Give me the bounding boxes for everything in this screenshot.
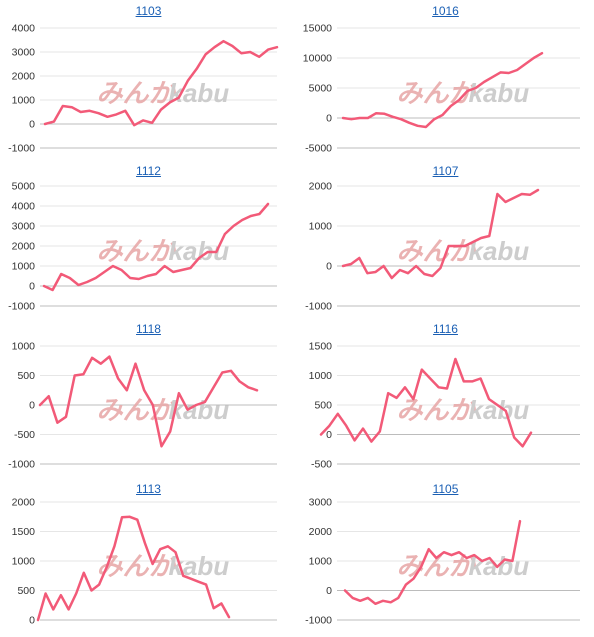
svg-text:kabu: kabu (169, 78, 230, 108)
chart-panel-1118: 1118 -1000 -500 0 500 1000 みんか kabu (0, 318, 297, 477)
y-tick-label: 1000 (309, 370, 333, 382)
series-line (36, 515, 231, 622)
y-tick-label: 15000 (303, 23, 332, 35)
y-tick-label: -1000 (8, 459, 35, 471)
y-tick-label: -500 (14, 429, 35, 441)
y-tick-label: 5000 (309, 83, 333, 95)
y-tick-label: -1000 (305, 301, 332, 313)
chart-panel-1105: 1105 -1000 0 1000 2000 3000 みんか kabu (297, 478, 594, 637)
y-tick-label: -5000 (305, 143, 332, 155)
svg-text:kabu: kabu (469, 236, 530, 266)
series-line (319, 357, 533, 448)
chart-title-link[interactable]: 1103 (135, 4, 162, 18)
y-tick-label: 3000 (12, 47, 36, 59)
chart-title-link[interactable]: 1118 (136, 322, 161, 336)
chart-panel-1113: 1113 0 500 1000 1500 2000 みんか kabu (0, 478, 297, 637)
series-line (38, 355, 259, 448)
svg-text:みんか: みんか (397, 395, 477, 425)
chart-title-link[interactable]: 1112 (136, 164, 161, 178)
y-tick-label: 1500 (309, 341, 333, 353)
series-line (341, 188, 540, 280)
svg-text:kabu: kabu (169, 551, 230, 581)
chart-panel-1112: 1112 -1000 0 1000 2000 3000 4000 5000 みんか kabu (0, 160, 297, 319)
chart-title-link[interactable]: 1107 (432, 164, 459, 178)
y-tick-label: -1000 (305, 615, 332, 627)
svg-text:みんか: みんか (97, 395, 177, 425)
svg-text:kabu: kabu (169, 236, 230, 266)
y-tick-label: 10000 (303, 53, 332, 65)
svg-text:みんか: みんか (397, 78, 477, 108)
chart-panel-1103: 1103 -1000 0 1000 2000 3000 4000 みんか kabu (0, 0, 297, 159)
y-tick-label: -500 (311, 459, 332, 471)
y-tick-label: 2000 (12, 241, 36, 253)
y-tick-label: 1000 (309, 221, 333, 233)
y-tick-label: 0 (326, 261, 332, 273)
y-tick-label: 0 (29, 615, 35, 627)
chart-title-link[interactable]: 1105 (432, 482, 459, 496)
y-tick-label: 0 (29, 281, 35, 293)
series-line (343, 519, 522, 606)
svg-text:みんか: みんか (97, 551, 177, 581)
chart-title-link[interactable]: 1116 (433, 322, 458, 336)
y-tick-label: 2000 (309, 181, 333, 193)
y-tick-label: -1000 (8, 143, 35, 155)
y-tick-label: 0 (326, 429, 332, 441)
svg-text:みんか: みんか (97, 236, 177, 266)
chart-panel-1116: 1116 -500 0 500 1000 1500 みんか kabu (297, 318, 594, 477)
y-tick-label: 0 (29, 119, 35, 131)
y-tick-label: 1500 (12, 526, 36, 538)
y-tick-label: 1000 (12, 95, 36, 107)
y-tick-label: 4000 (12, 23, 36, 35)
y-tick-label: 1000 (309, 556, 333, 568)
y-tick-label: 0 (326, 585, 332, 597)
y-tick-label: 2000 (12, 71, 36, 83)
y-tick-label: 2000 (309, 526, 333, 538)
series-line (43, 39, 279, 127)
y-tick-label: 500 (17, 585, 35, 597)
chart-panel-1107: 1107 -1000 0 1000 2000 みんか kabu (297, 160, 594, 319)
y-tick-label: 4000 (12, 201, 36, 213)
y-tick-label: 500 (314, 400, 332, 412)
y-tick-label: 0 (29, 400, 35, 412)
y-tick-label: 3000 (309, 497, 333, 509)
chart-title-link[interactable]: 1016 (432, 4, 459, 18)
svg-text:kabu: kabu (469, 395, 530, 425)
series-line (341, 51, 544, 129)
chart-title-link[interactable]: 1113 (136, 482, 161, 496)
y-tick-label: 500 (17, 370, 35, 382)
y-tick-label: 5000 (12, 181, 36, 193)
y-tick-label: 3000 (12, 221, 36, 233)
svg-text:みんか: みんか (97, 78, 177, 108)
y-tick-label: 2000 (12, 497, 36, 509)
svg-text:みんか: みんか (397, 236, 477, 266)
y-tick-label: 1000 (12, 341, 36, 353)
y-tick-label: 0 (326, 113, 332, 125)
y-tick-label: 1000 (12, 556, 36, 568)
series-line (42, 202, 270, 292)
y-tick-label: -1000 (8, 301, 35, 313)
chart-panel-1016: 1016 -5000 0 5000 10000 15000 みんか kabu (297, 0, 594, 159)
svg-text:kabu: kabu (469, 78, 530, 108)
y-tick-label: 1000 (12, 261, 36, 273)
